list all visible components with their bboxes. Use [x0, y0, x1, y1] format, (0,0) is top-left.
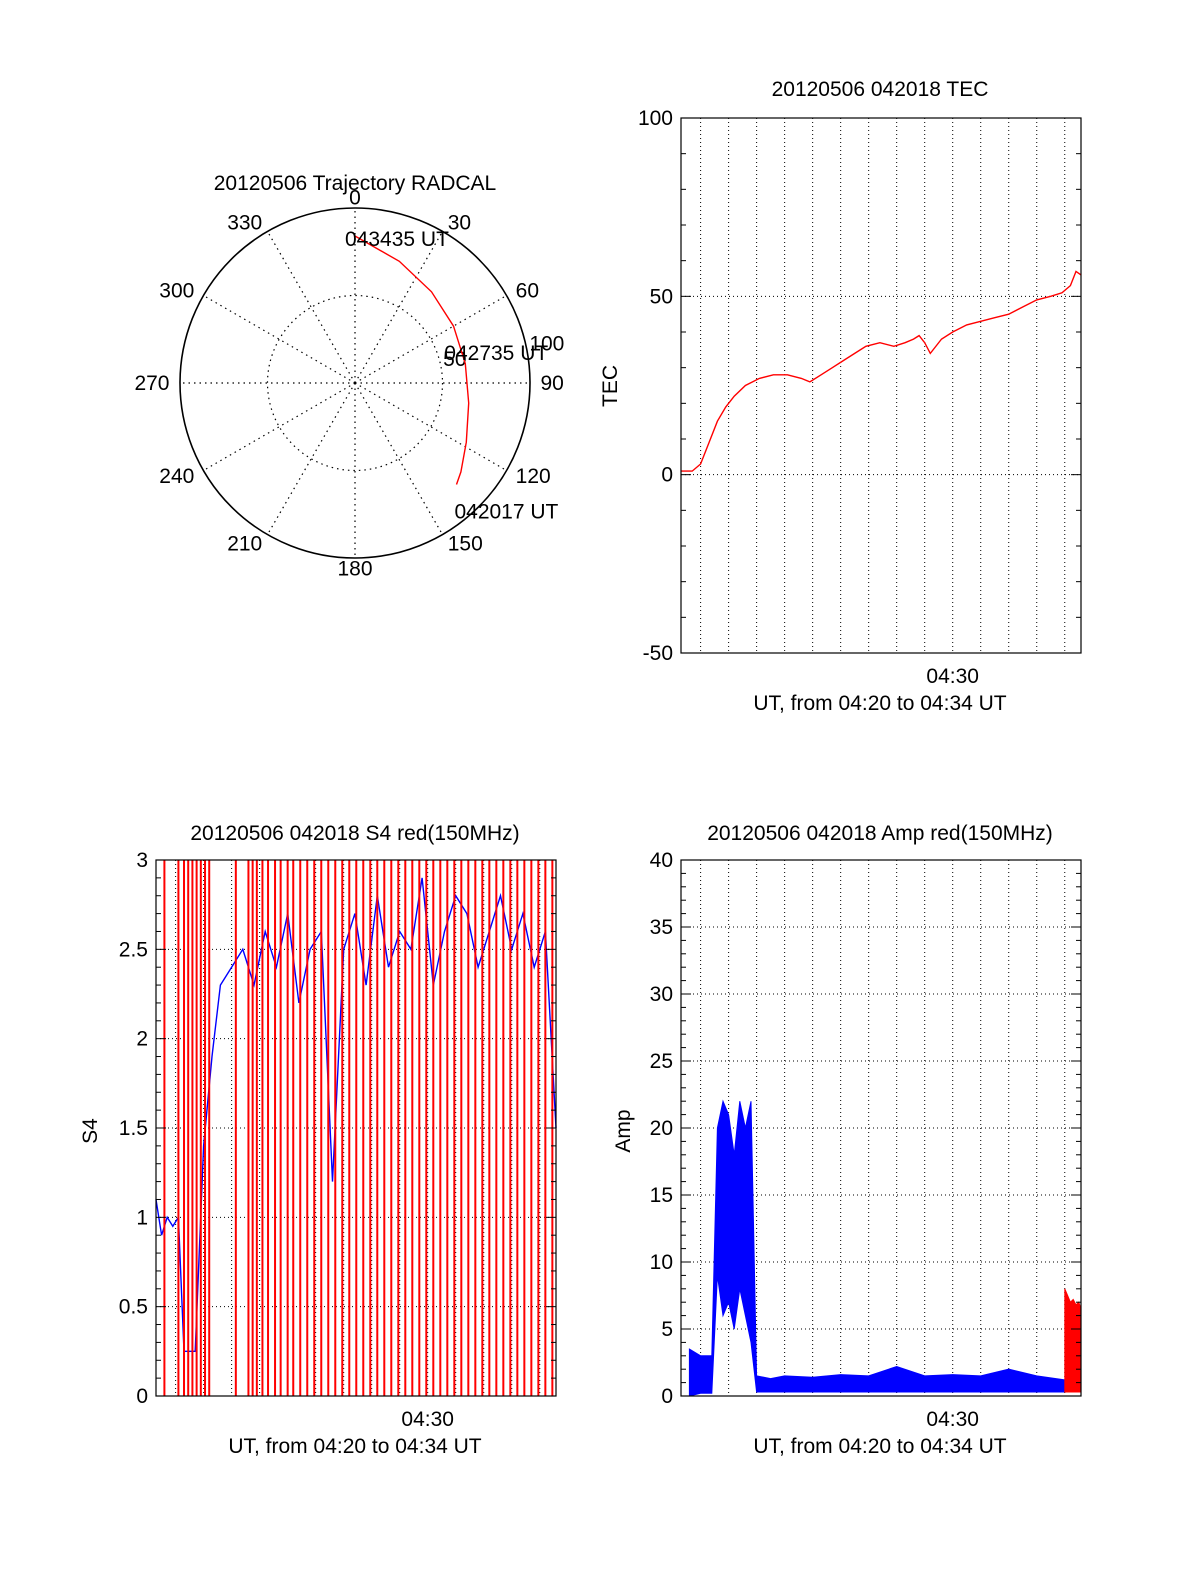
- y-tick-label: 3: [136, 849, 148, 872]
- series-band: [1064, 1288, 1082, 1393]
- trajectory-line: [354, 235, 470, 485]
- polar-title: 20120506 Trajectory RADCAL: [214, 172, 497, 195]
- polar-spoke: [266, 382, 356, 535]
- x-tick-label: 04:30: [926, 1408, 979, 1431]
- polar-grid: [179, 207, 531, 559]
- polar-azimuth-labels: 0 30 60 90 120 150 180 210 240 270 300 330: [134, 187, 563, 581]
- y-tick-label: 25: [650, 1050, 673, 1073]
- series-line: [681, 270, 1082, 472]
- y-tick-label: 35: [650, 916, 673, 939]
- amp-ylabel: Amp: [612, 1109, 635, 1152]
- polar-time-annotation: 042735 UT: [444, 342, 548, 365]
- polar-annotations: 043435 UT 042735 UT 042017 UT: [345, 228, 559, 523]
- polar-azimuth-label: 60: [516, 279, 539, 302]
- tec-title: 20120506 042018 TEC: [772, 78, 989, 101]
- series-band: [688, 1099, 1082, 1397]
- polar-trajectory-panel: 20120506 Trajectory RADCAL 0 30 60 90 120 150…: [134, 172, 564, 581]
- tec-ylabel: TEC: [599, 365, 622, 407]
- y-tick-label: 20: [650, 1117, 673, 1140]
- y-tick-label: 30: [650, 983, 673, 1006]
- polar-spoke: [266, 231, 356, 384]
- polar-azimuth-label: 330: [227, 211, 262, 234]
- polar-azimuth-label: 30: [448, 211, 471, 234]
- y-tick-label: 2.5: [119, 938, 148, 961]
- tec-panel: 20120506 042018 TEC -50 0 50 100 04:30 TEC U…: [599, 78, 1082, 715]
- polar-radial-labels: 50 100: [443, 333, 564, 371]
- y-tick-label: -50: [643, 642, 673, 665]
- y-tick-label: 0: [661, 464, 673, 487]
- y-tick-label: 10: [650, 1251, 673, 1274]
- y-tick-label: 0: [661, 1385, 673, 1408]
- polar-azimuth-label: 300: [159, 279, 194, 302]
- polar-outer-circle: [179, 207, 531, 559]
- polar-radial-label: 50: [443, 348, 466, 371]
- y-tick-label: 1.5: [119, 1117, 148, 1140]
- s4-plot-area: 0 0.5 1 1.5 2 2.5 3 04:30: [119, 849, 557, 1431]
- y-tick-label: 2: [136, 1028, 148, 1051]
- polar-azimuth-label: 90: [541, 372, 564, 395]
- polar-azimuth-label: 270: [134, 372, 169, 395]
- y-tick-label: 15: [650, 1184, 673, 1207]
- s4-title: 20120506 042018 S4 red(150MHz): [190, 822, 519, 845]
- y-tick-label: 1: [136, 1206, 148, 1229]
- polar-azimuth-label: 210: [227, 533, 262, 556]
- y-tick-label: 5: [661, 1318, 673, 1341]
- polar-spoke: [203, 382, 356, 472]
- y-tick-label: 50: [650, 285, 673, 308]
- amp-plot-area: 0 5 10 15 20 25 30 35 40 04:30: [650, 849, 1082, 1431]
- polar-azimuth-label: 180: [337, 558, 372, 581]
- y-tick-label: 0: [136, 1385, 148, 1408]
- polar-time-annotation: 043435 UT: [345, 228, 449, 251]
- tec-xlabel: UT, from 04:20 to 04:34 UT: [753, 692, 1006, 715]
- x-tick-label: 04:30: [926, 665, 979, 688]
- polar-azimuth-label: 0: [349, 187, 361, 210]
- y-tick-label: 100: [638, 107, 673, 130]
- polar-spoke: [354, 382, 444, 535]
- amp-title: 20120506 042018 Amp red(150MHz): [707, 822, 1053, 845]
- polar-inner-circle: [266, 294, 444, 472]
- s4-panel: 20120506 042018 S4 red(150MHz) 0 0.5 1 1.5 2…: [79, 822, 557, 1458]
- polar-time-annotation: 042017 UT: [454, 500, 558, 523]
- amp-xlabel: UT, from 04:20 to 04:34 UT: [753, 1435, 1006, 1458]
- plot-frame: [680, 117, 1082, 654]
- polar-azimuth-label: 240: [159, 465, 194, 488]
- y-tick-label: 40: [650, 849, 673, 872]
- polar-spoke: [354, 294, 507, 384]
- polar-radial-label: 100: [529, 333, 564, 356]
- polar-spoke: [354, 382, 507, 472]
- polar-trajectory: [354, 235, 470, 485]
- tec-plot-area: -50 0 50 100 04:30: [638, 107, 1082, 688]
- y-tick-label: 0.5: [119, 1296, 148, 1319]
- polar-azimuth-label: 120: [516, 465, 551, 488]
- x-tick-label: 04:30: [401, 1408, 454, 1431]
- s4-xlabel: UT, from 04:20 to 04:34 UT: [228, 1435, 481, 1458]
- polar-azimuth-label: 150: [448, 533, 483, 556]
- s4-ylabel: S4: [79, 1118, 102, 1144]
- amp-panel: 20120506 042018 Amp red(150MHz) 0 5 10 15 20…: [612, 822, 1082, 1458]
